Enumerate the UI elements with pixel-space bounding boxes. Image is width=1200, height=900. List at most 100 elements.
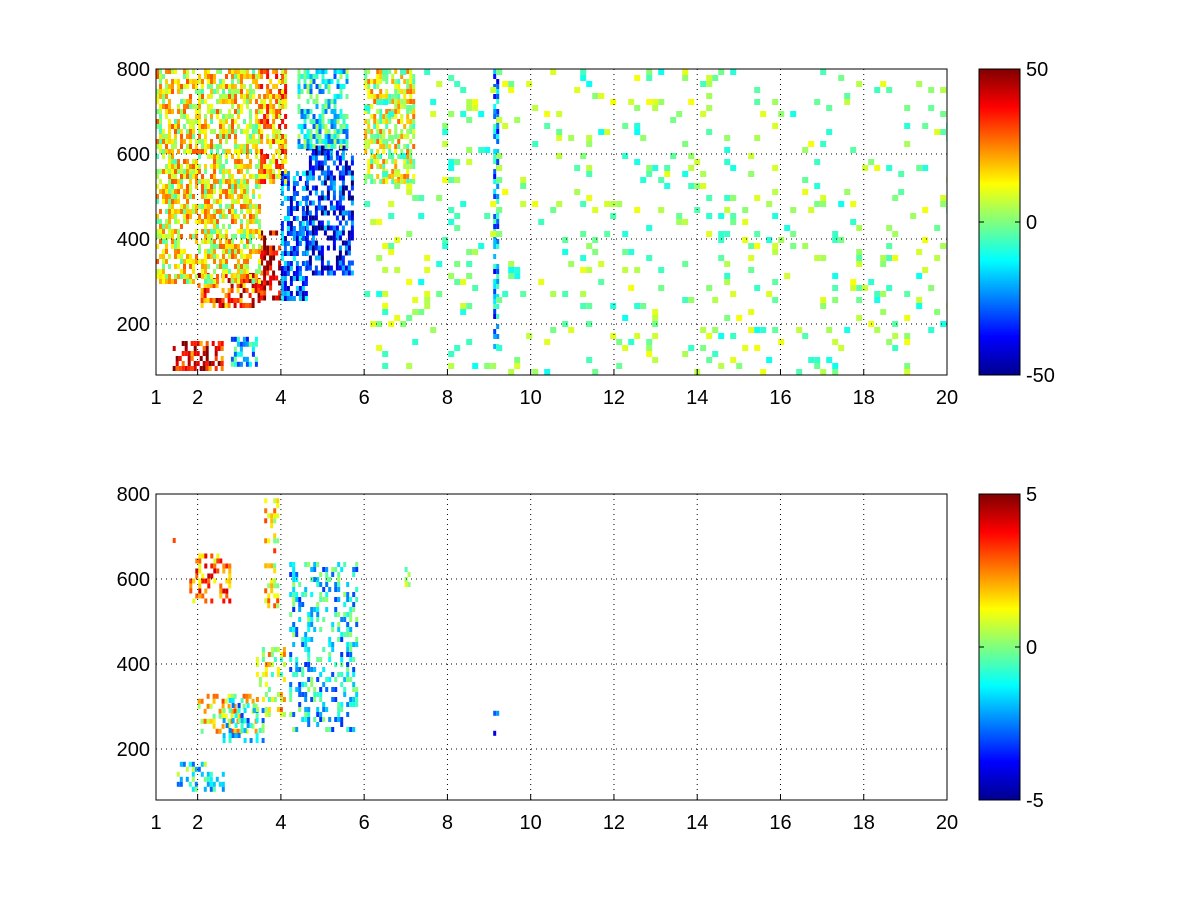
heatmap-cell [379, 179, 383, 184]
heatmap-cell [346, 647, 350, 652]
heatmap-cell [310, 667, 314, 672]
heatmap-cell [349, 627, 353, 632]
heatmap-cell [258, 682, 262, 687]
heatmap-cell [192, 119, 195, 124]
heatmap-cell [203, 288, 207, 293]
heatmap-cell [195, 169, 198, 174]
heatmap-cell [409, 69, 413, 74]
heatmap-cell [186, 189, 189, 194]
heatmap-cell [189, 119, 192, 124]
heatmap-cell [301, 251, 305, 256]
heatmap-cell [246, 234, 249, 239]
heatmap-cell [264, 518, 268, 524]
heatmap-cell [388, 153, 395, 159]
heatmap-cell [407, 572, 411, 577]
heatmap-cell [159, 79, 162, 84]
heatmap-cell [319, 597, 323, 602]
heatmap-cell [292, 727, 296, 732]
heatmap-cell [210, 74, 213, 79]
heatmap-cell [234, 119, 237, 124]
heatmap-cell [204, 129, 207, 134]
heatmap-cell [234, 723, 238, 728]
heatmap-cell [320, 205, 324, 211]
heatmap-cell [258, 194, 261, 199]
heatmap-cell [352, 602, 356, 607]
heatmap-cell [355, 697, 359, 702]
heatmap-cell [215, 693, 219, 699]
heatmap-cell [336, 114, 340, 119]
heatmap-cell [341, 265, 345, 271]
heatmap-cell [243, 259, 246, 264]
heatmap-cell [880, 255, 887, 261]
heatmap-cell [243, 254, 246, 259]
heatmap-cell [574, 87, 581, 93]
heatmap-cell [332, 210, 336, 216]
heatmap-cell [308, 210, 312, 216]
heatmap-cell [301, 231, 305, 236]
heatmap-cell [284, 149, 288, 154]
heatmap-cell [292, 186, 296, 191]
heatmap-cell [278, 290, 282, 296]
heatmap-cell [766, 237, 773, 243]
heatmap-cell [260, 84, 264, 89]
heatmap-cell [397, 134, 401, 139]
heatmap-cell [306, 129, 310, 134]
heatmap-cell [493, 214, 497, 219]
heatmap-cell [295, 286, 299, 291]
heatmap-cell [258, 104, 261, 109]
heatmap-cell [382, 164, 386, 169]
heatmap-cell [174, 254, 177, 259]
heatmap-cell [367, 144, 371, 149]
heatmap-cell [156, 169, 159, 174]
heatmap-cell [856, 315, 863, 321]
heatmap-cell [228, 94, 231, 99]
heatmap-cell [376, 84, 380, 89]
heatmap-cell [179, 776, 183, 782]
heatmap-cell [313, 627, 317, 632]
heatmap-cell [168, 194, 171, 199]
heatmap-cell [237, 214, 240, 219]
heatmap-cell [331, 647, 335, 652]
heatmap-cell [183, 114, 186, 119]
heatmap-cell [219, 189, 222, 194]
heatmap-cell [334, 582, 338, 587]
heatmap-cell [364, 69, 368, 74]
heatmap-cell [270, 513, 274, 519]
heatmap-cell [233, 361, 237, 367]
heatmap-cell [189, 189, 192, 194]
heatmap-cell [249, 139, 252, 144]
heatmap-cell [225, 239, 228, 244]
heatmap-cell [478, 147, 485, 153]
heatmap-cell [329, 180, 333, 186]
heatmap-cell [324, 124, 328, 129]
heatmap-cell [228, 244, 231, 249]
heatmap-cell [156, 74, 159, 79]
heatmap-cell [376, 321, 383, 327]
heatmap-cell [349, 677, 353, 682]
heatmap-cell [246, 89, 249, 94]
heatmap-cell [233, 703, 237, 709]
heatmap-cell [493, 194, 497, 199]
heatmap-cell [311, 230, 315, 236]
heatmap-cell [174, 139, 177, 144]
heatmap-cell [916, 297, 923, 303]
heatmap-cell [220, 346, 224, 351]
heatmap-cell [168, 99, 171, 104]
heatmap-cell [940, 195, 947, 201]
heatmap-cell [406, 189, 413, 195]
heatmap-cell [568, 261, 575, 267]
heatmap-cell [207, 583, 211, 589]
heatmap-cell [177, 104, 180, 109]
heatmap-cell [278, 99, 282, 104]
heatmap-cell [341, 170, 345, 176]
heatmap-cell [315, 119, 319, 124]
heatmap-cell [234, 179, 237, 184]
heatmap-cell [382, 144, 386, 149]
heatmap-cell [364, 144, 368, 149]
heatmap-cell [198, 94, 201, 99]
heatmap-cell [916, 303, 923, 309]
heatmap-cell [183, 159, 186, 164]
heatmap-cell [341, 210, 345, 216]
heatmap-cell [255, 269, 258, 274]
heatmap-cell [162, 199, 165, 204]
